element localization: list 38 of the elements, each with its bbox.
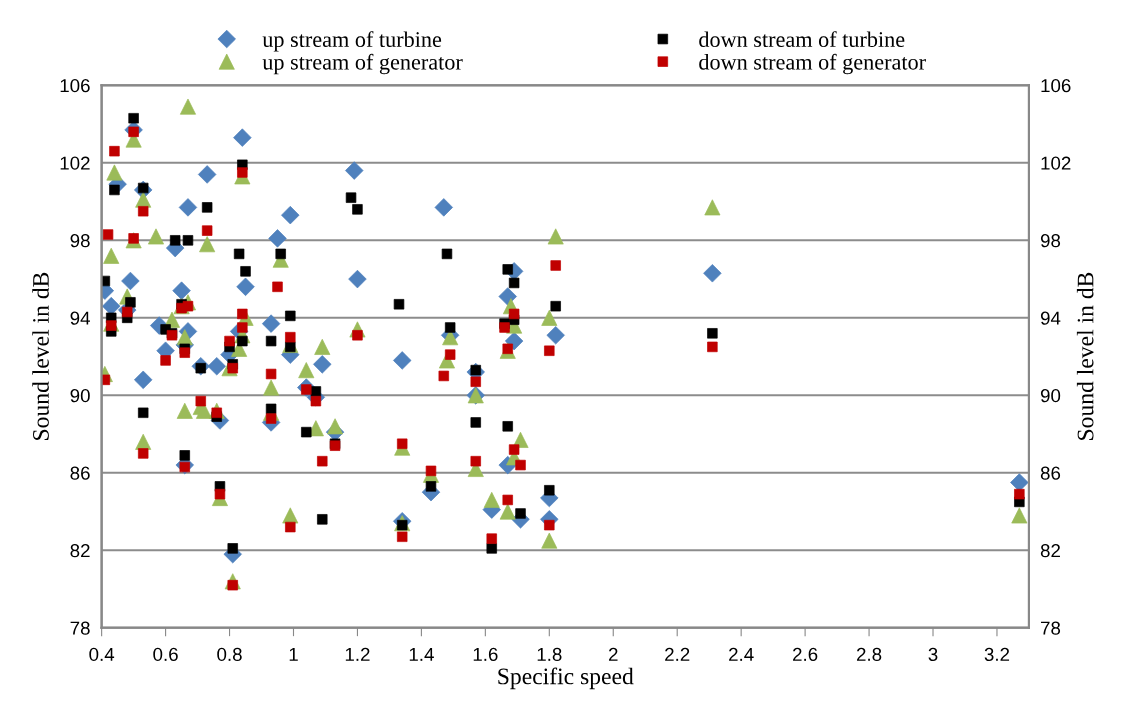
x-tick-label: 1 (289, 647, 298, 661)
y2-tick-label: 82 (1040, 544, 1060, 558)
x-tick-label: 3.2 (984, 647, 1010, 662)
y2-tick-label: 106 (1041, 79, 1071, 93)
x-tick-label: 1.2 (345, 647, 370, 661)
x-tick-label: 2.2 (665, 647, 690, 661)
y-tick-label: 98 (70, 234, 90, 248)
x-tick-label: 1.8 (537, 647, 562, 662)
y2-tick-label: 86 (1040, 466, 1061, 480)
x-tick-label: 2.6 (793, 647, 818, 662)
x-tick-label: 1.4 (409, 647, 434, 661)
y-tick-label: 106 (60, 79, 90, 93)
y-tick-label: 102 (60, 156, 90, 170)
y-tick-label: 86 (70, 466, 90, 480)
legend-label: up stream of generator (262, 53, 463, 75)
x-tick-label: 2.4 (729, 647, 754, 661)
x-tick-label: 1.6 (473, 647, 498, 662)
legend-label: down stream of turbine (699, 31, 905, 48)
y-tick-label: 94 (70, 311, 90, 325)
x-tick-label: 2.8 (856, 647, 882, 662)
y-tick-label: 82 (70, 544, 90, 558)
x-axis-title: Specific speed (498, 667, 634, 690)
x-tick-label: 0.6 (153, 647, 178, 662)
legend-label: up stream of turbine (262, 31, 442, 52)
y2-tick-label: 98 (1040, 234, 1061, 248)
x-tick-label: 3 (928, 647, 938, 662)
x-tick-label: 0.4 (89, 647, 115, 662)
y-tick-label: 90 (70, 389, 90, 403)
y2-axis-title: Sound level in dB (1076, 272, 1094, 440)
y2-tick-label: 90 (1040, 389, 1061, 403)
y-tick-label: 78 (70, 621, 90, 635)
x-tick-label: 0.8 (217, 647, 242, 662)
y2-tick-label: 94 (1040, 311, 1061, 325)
y-axis-title: Sound level in dB (32, 272, 49, 440)
y2-tick-label: 78 (1041, 621, 1061, 635)
x-tick-label: 2 (608, 647, 618, 661)
legend-label: down stream of generator (699, 53, 926, 75)
y2-tick-label: 102 (1041, 156, 1071, 170)
